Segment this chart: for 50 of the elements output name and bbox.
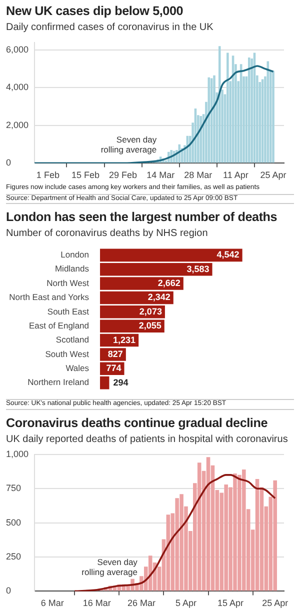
x-tick-label: 29 Feb [109, 170, 138, 180]
data-label: 2,662 [158, 278, 180, 288]
x-tick-label: 15 Feb [71, 170, 100, 180]
y-tick-label: 0 [6, 585, 12, 596]
data-label: 1,231 [113, 334, 136, 345]
x-tick-label: 25 Apr [260, 170, 286, 180]
chart-subtitle: Number of coronavirus deaths by NHS region [6, 227, 209, 240]
x-tick-label: 25 Apr [262, 598, 288, 608]
chart-subtitle: UK daily reported deaths of patients in hospital with coronavirus [6, 432, 289, 446]
x-tick-label: 16 Mar [82, 598, 111, 608]
y-tick-label: 2,000 [6, 120, 29, 130]
data-label: 774 [106, 363, 122, 374]
x-tick-label: 11 Apr [223, 170, 248, 180]
data-label: 3,583 [186, 264, 210, 274]
chart-title: New UK cases dip below 5,000 [6, 3, 184, 19]
x-tick-label: 28 Mar [184, 170, 212, 180]
data-label: 4,542 [216, 250, 240, 260]
chart-title: Coronavirus deaths continue gradual decline [6, 414, 269, 430]
y-tick-label: North West [46, 278, 90, 288]
series-label: Seven day rolling average [82, 556, 138, 577]
y-tick-label: South East [47, 306, 90, 316]
x-tick-label: 26 Mar [127, 598, 156, 608]
y-tick-label: North East and Yorks [9, 292, 90, 302]
data-label: 294 [113, 377, 128, 388]
series-label: Seven day rolling average [100, 134, 158, 154]
x-tick-label: 15 Apr [218, 598, 244, 608]
y-tick-label: Scotland [56, 334, 90, 345]
y-tick-label: 750 [6, 482, 22, 493]
data-label: 2,342 [148, 292, 170, 302]
y-tick-label: 1,000 [6, 448, 29, 458]
y-tick-label: 6,000 [6, 44, 29, 54]
y-tick-label: London [60, 250, 90, 260]
x-tick-label: 5 Apr [175, 598, 196, 608]
chart-subtitle: Daily confirmed cases of coronavirus in the UK [6, 21, 214, 34]
chart-title: London has seen the largest number of deaths [6, 209, 278, 225]
data-label: 2,055 [138, 320, 162, 331]
data-label: 2,073 [139, 306, 162, 316]
y-tick-label: Wales [66, 362, 90, 373]
y-tick-label: Northern Ireland [28, 377, 90, 388]
x-tick-label: 14 Mar [146, 170, 175, 180]
data-label: 827 [108, 348, 123, 359]
y-tick-label: Midlands [54, 264, 90, 274]
y-tick-label: East of England [28, 320, 90, 330]
y-tick-label: South West [45, 348, 90, 359]
x-tick-label: 6 Mar [40, 598, 64, 608]
x-tick-label: 1 Feb [36, 170, 60, 180]
y-tick-label: 4,000 [6, 82, 29, 92]
y-tick-label: 0 [6, 158, 12, 168]
y-tick-label: 250 [6, 550, 22, 561]
y-tick-label: 500 [6, 516, 22, 527]
